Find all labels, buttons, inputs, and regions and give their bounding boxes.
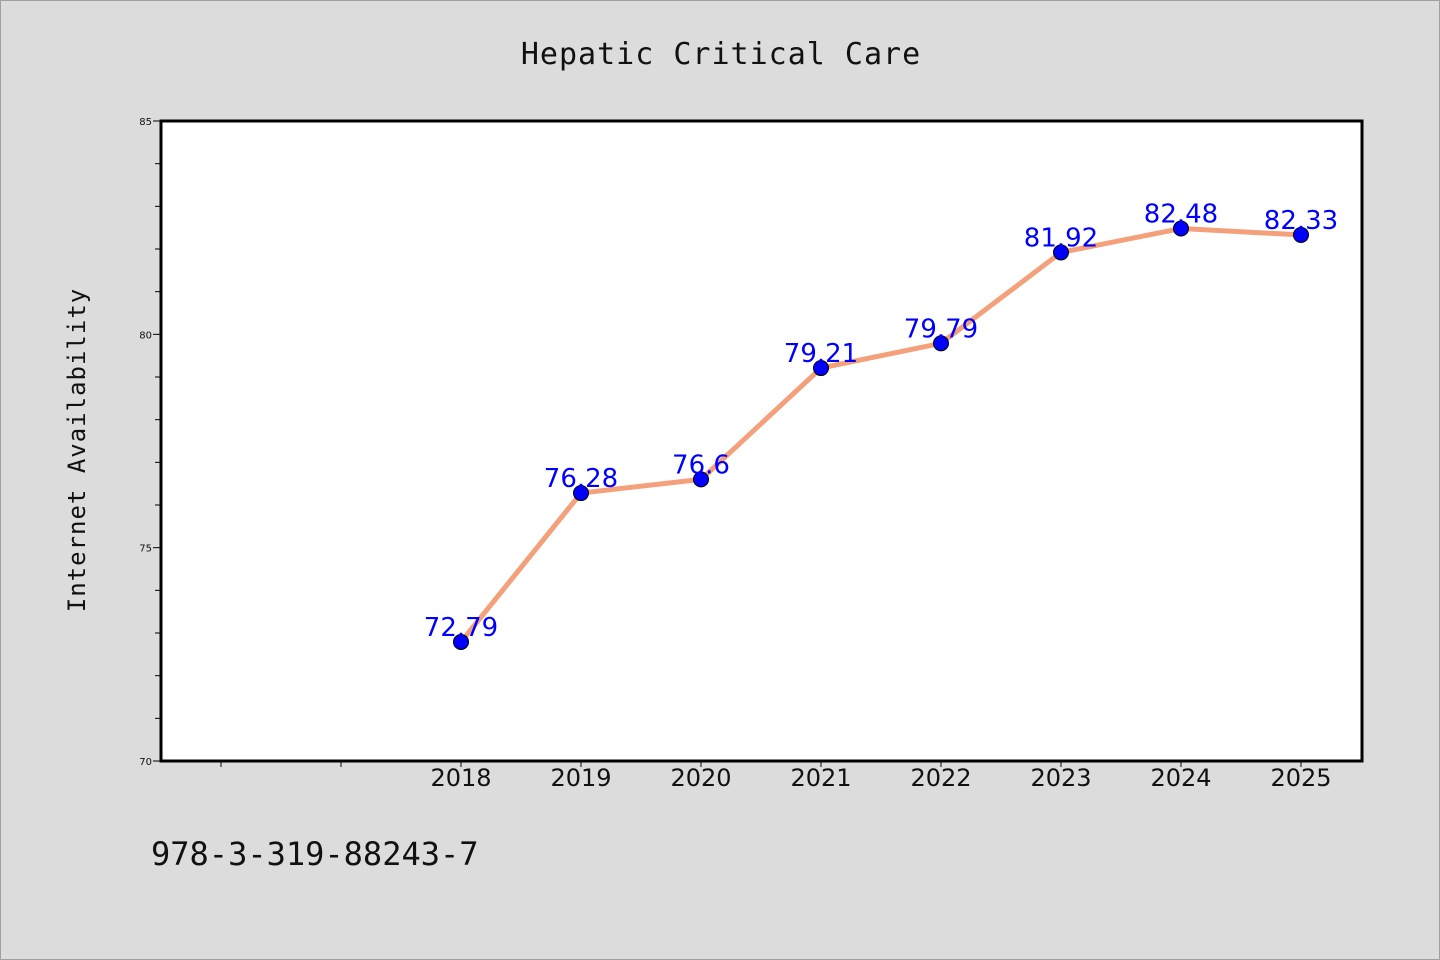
chart-marks: 70 75 80 85 2018 2019 2020 2021 2022 2023 2024 2025… (139, 117, 1338, 792)
data-point (1293, 226, 1309, 243)
data-point (1053, 244, 1069, 261)
data-label: 76.28 (544, 464, 618, 494)
y-tick-label: 75 (139, 544, 152, 555)
x-tick-label: 2025 (1270, 764, 1331, 792)
x-tick-label: 2018 (430, 764, 491, 792)
y-tick-label: 70 (139, 757, 152, 768)
data-point (573, 485, 589, 502)
x-tick-label: 2021 (790, 764, 851, 792)
x-tick-label: 2023 (1030, 764, 1091, 792)
y-axis-label: Internet Availability (63, 288, 91, 612)
y-tick-label: 80 (139, 330, 152, 341)
y-tick-label: 85 (139, 117, 152, 128)
data-point (693, 471, 709, 488)
plot-frame (159, 119, 1364, 763)
data-label: 82.48 (1144, 200, 1218, 230)
chart-title: Hepatic Critical Care (521, 37, 921, 72)
x-tick-label: 2024 (1150, 764, 1211, 792)
data-point (813, 360, 829, 377)
footer-isbn: 978-3-319-88243-7 (151, 835, 479, 873)
x-tick-label: 2020 (670, 764, 731, 792)
data-point (1173, 220, 1189, 237)
series-line (458, 226, 1304, 645)
data-point (933, 335, 949, 352)
x-tick-label: 2022 (910, 764, 971, 792)
data-point (453, 633, 469, 650)
data-label: 82.33 (1264, 206, 1338, 236)
plot-area (161, 121, 1362, 761)
data-label: 76.6 (672, 450, 730, 480)
data-label: 72.79 (424, 613, 498, 643)
data-label: 81.92 (1024, 223, 1098, 253)
x-tick-label: 2019 (550, 764, 611, 792)
data-label: 79.21 (784, 339, 858, 369)
data-label: 79.79 (904, 314, 978, 344)
